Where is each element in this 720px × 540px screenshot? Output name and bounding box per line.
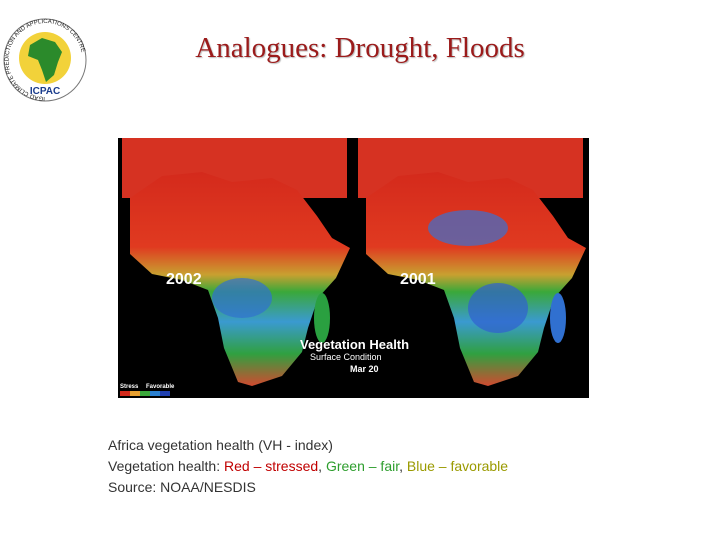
legend-blue: Blue – favorable (406, 458, 509, 474)
caption-line: Source: NOAA/NESDIS (108, 479, 256, 495)
separator: , (318, 458, 326, 474)
right-year: 2001 (400, 271, 436, 288)
vegetation-map: 2002 2001 Vegetation Health Surface Cond… (118, 138, 589, 398)
legend-red: Red – stressed (224, 458, 319, 474)
map-date: Mar 20 (350, 364, 379, 374)
title: Analogues: Drought, Floods (195, 32, 525, 64)
caption-line: Africa vegetation health (VH - index) (108, 437, 333, 453)
separator: , (399, 458, 407, 474)
logo-text: ICPAC (30, 86, 60, 97)
scale-high: Favorable (146, 384, 175, 390)
left-year: 2002 (166, 271, 202, 288)
color-scale (120, 391, 170, 396)
map-subheading: Surface Condition (310, 352, 382, 362)
caption: Africa vegetation health (VH - index) Ve… (108, 435, 508, 498)
scale-low: Stress (120, 384, 139, 390)
legend-green: Green – fair (325, 458, 400, 474)
caption-text: Vegetation health: (108, 458, 224, 474)
caption-line: Vegetation health: Red – stressed, Green… (108, 456, 508, 477)
map-heading: Vegetation Health (300, 337, 409, 352)
logo: IGAD CLIMATE PREDICTION AND APPLICATIONS… (3, 18, 87, 102)
